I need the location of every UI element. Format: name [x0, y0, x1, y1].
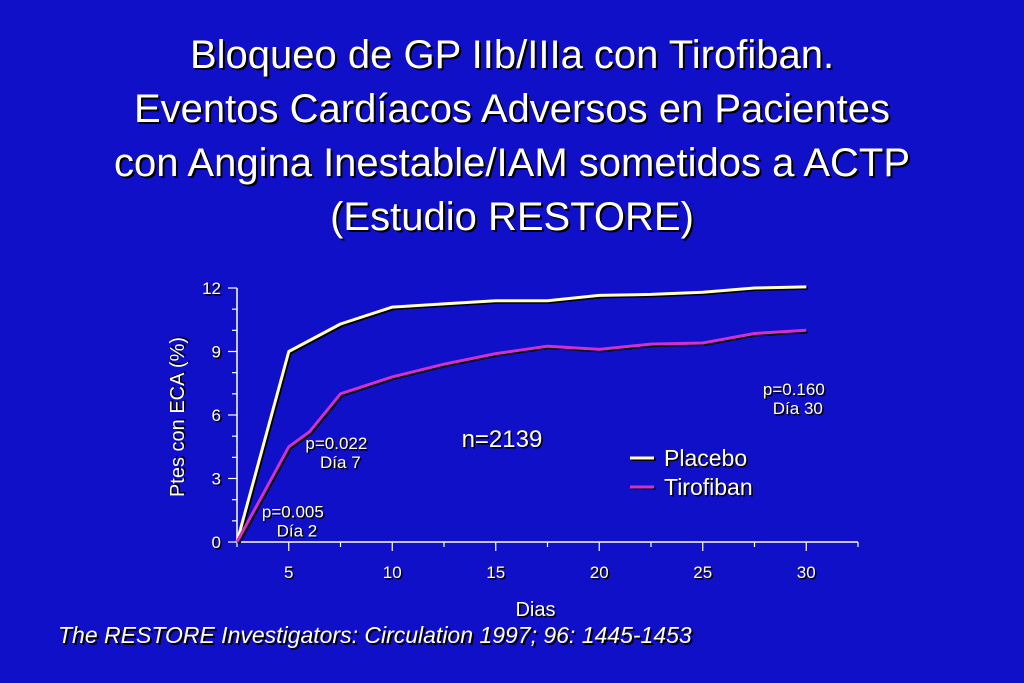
annotation-2-line-2-text: Día 7 — [320, 453, 361, 472]
x-tick-label-text: 5 — [284, 563, 293, 582]
y-tick-label: 33 — [212, 470, 223, 491]
y-tick-label-shadow: 0 — [213, 535, 222, 554]
annotation-3-line-1-text: p=0.160 — [763, 380, 825, 399]
x-tick-label-shadow: 30 — [798, 565, 817, 584]
annotation-1-line-2-text: Día 2 — [277, 522, 318, 541]
annotation-1-line-2-shadow: Día 2 — [278, 523, 319, 542]
annotation-4-line-1-text: n=2139 — [462, 426, 543, 453]
y-tick-label: 00 — [212, 533, 223, 554]
y-axis-label-text: Ptes con ECA (%) — [167, 337, 189, 497]
legend-label-placebo-text: Placebo — [664, 445, 747, 471]
citation: The RESTORE Investigators: Circulation 1… — [58, 622, 692, 648]
x-tick-label: 55 — [284, 563, 295, 584]
series-shadow-tirofiban — [237, 330, 808, 545]
y-tick-label-shadow: 6 — [213, 408, 222, 427]
title-line-4: (Estudio RESTORE) — [330, 195, 694, 239]
y-tick-label-text: 3 — [212, 470, 221, 489]
y-tick-label-shadow: 9 — [213, 344, 222, 363]
legend-label-tirofiban-text: Tirofiban — [664, 474, 753, 500]
legend-label-placebo-shadow: Placebo — [666, 447, 749, 473]
x-axis-label-shadow: Dias — [517, 601, 557, 623]
title-line-1: Bloqueo de GP IIb/IIIa con Tirofiban. — [189, 33, 835, 77]
series-line-placebo — [235, 285, 807, 543]
x-tick-label-shadow: 25 — [695, 565, 714, 584]
x-tick-label-shadow: 5 — [286, 565, 295, 584]
x-tick-label-shadow: 15 — [488, 565, 507, 584]
y-tick-label-shadow: 3 — [213, 471, 222, 490]
annotation-4-line-1-shadow: n=2139 — [463, 427, 544, 454]
annotation-2-line-1-shadow: p=0.022 — [307, 435, 369, 454]
x-tick-label-shadow: 10 — [384, 565, 403, 584]
x-tick-label-text: 15 — [486, 563, 505, 582]
annotation-3-line-1-shadow: p=0.160 — [764, 381, 826, 400]
x-axis-label-text: Dias — [515, 599, 555, 621]
x-tick-label-text: 10 — [383, 563, 402, 582]
y-tick-label-text: 0 — [212, 533, 221, 552]
x-tick-label-text: 25 — [693, 563, 712, 582]
y-tick-label-text: 6 — [212, 406, 221, 425]
series-line-tirofiban — [235, 328, 807, 543]
legend-label-tirofiban-shadow: Tirofiban — [666, 476, 755, 502]
y-tick-label-text: 9 — [212, 343, 221, 362]
y-axis-label: Ptes con ECA (%)Ptes con ECA (%) — [167, 335, 191, 497]
slide-title: Bloqueo de GP IIb/IIIa con Tirofiban. Ev… — [0, 28, 1024, 244]
title-line-3: con Angina Inestable/IAM sometidos a ACT… — [114, 141, 910, 185]
annotation-3-line-2-text: Día 30 — [773, 399, 823, 418]
y-tick-label: 66 — [212, 406, 223, 427]
annotation-1-line-1-shadow: p=0.005 — [263, 504, 325, 523]
title-line-2: Eventos Cardíacos Adversos en Pacientes — [134, 87, 890, 131]
x-tick-label-text: 30 — [797, 563, 816, 582]
y-tick-label: 99 — [212, 343, 223, 364]
x-tick-label-text: 20 — [590, 563, 609, 582]
x-tick-label-shadow: 20 — [591, 565, 610, 584]
annotation-1-line-1-text: p=0.005 — [262, 503, 324, 522]
annotation-2-line-1-text: p=0.022 — [305, 434, 367, 453]
y-tick-label-shadow: 12 — [204, 281, 223, 300]
y-axis-label-shadow: Ptes con ECA (%) — [169, 335, 191, 495]
annotation-3-line-2-shadow: Día 30 — [774, 400, 824, 419]
annotation-2-line-2-shadow: Día 7 — [322, 454, 363, 473]
y-tick-label-text: 12 — [202, 279, 221, 298]
